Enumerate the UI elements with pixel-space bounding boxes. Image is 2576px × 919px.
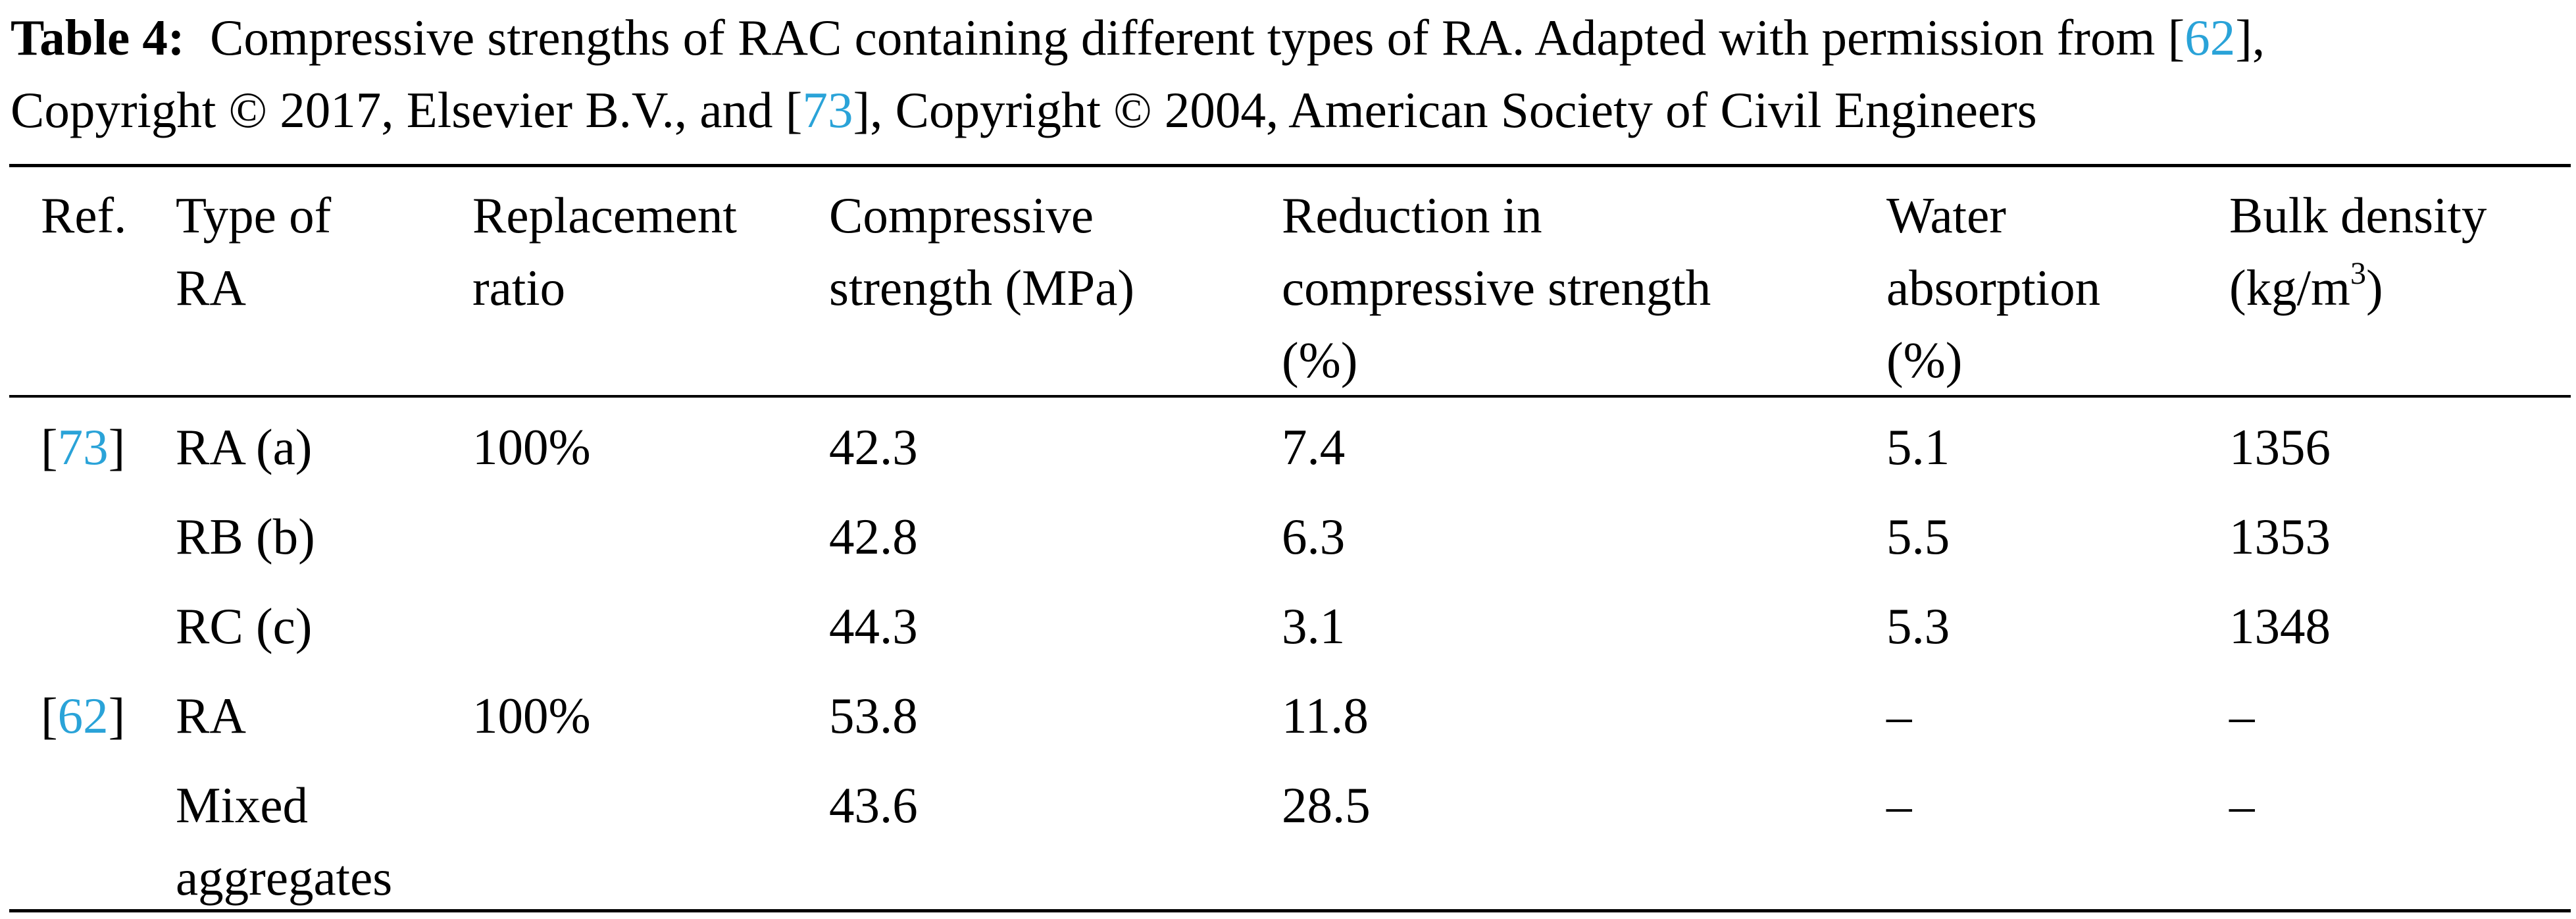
header-ref: Ref. <box>41 179 126 251</box>
header-reduction: Reduction in compressive strength (%) <box>1282 179 1711 396</box>
row-3-reduction: 11.8 <box>1282 687 1369 744</box>
row-4-reduction: 28.5 <box>1282 777 1371 833</box>
header-type: Type of RA <box>176 179 331 324</box>
row-2-reduction: 3.1 <box>1282 598 1346 654</box>
caption-text-line2-end: ], Copyright © 2004, American Society of… <box>853 82 2037 138</box>
header-red-line1: Reduction in <box>1282 187 1542 244</box>
caption-text-line1-end: ], <box>2235 9 2265 66</box>
header-bulk-density: Bulk density (kg/m3) <box>2229 179 2487 324</box>
header-ratio-line2: ratio <box>472 259 566 316</box>
caption-text-line1: Compressive strengths of RAC containing … <box>210 9 2185 66</box>
header-ref-label: Ref. <box>41 187 127 244</box>
row-0-citation-link[interactable]: 73 <box>57 419 109 475</box>
row-1-compressive-strength: 42.8 <box>829 508 918 565</box>
row-4-type-line2: aggregates <box>176 849 393 906</box>
header-bd-line2-end: ) <box>2365 259 2383 316</box>
row-2-compressive-strength: 44.3 <box>829 598 918 654</box>
header-red-line3: (%) <box>1282 332 1358 388</box>
row-0-ratio: 100% <box>472 419 591 475</box>
row-3-ref: [62] <box>41 679 125 752</box>
row-3-ref-open: [ <box>41 687 58 744</box>
row-4-bulk-density: – <box>2229 777 2255 833</box>
row-0-reduction: 7.4 <box>1282 419 1346 475</box>
header-compressive-strength: Compressive strength (MPa) <box>829 179 1134 324</box>
header-wa-line1: Water <box>1886 187 2006 244</box>
row-1-reduction: 6.3 <box>1282 508 1346 565</box>
header-type-line1: Type of <box>176 187 332 244</box>
row-0-water-absorption: 5.1 <box>1886 419 1950 475</box>
header-red-line2: compressive strength <box>1282 259 1711 316</box>
row-3-water-absorption: – <box>1886 687 1912 744</box>
caption-text-line2: Copyright © 2017, Elsevier B.V., and [ <box>11 82 803 138</box>
row-3-ref-close: ] <box>108 687 126 744</box>
row-3-ratio: 100% <box>472 687 591 744</box>
row-2-type: RC (c) <box>176 598 313 654</box>
header-ratio-line1: Replacement <box>472 187 737 244</box>
header-bd-superscript: 3 <box>2350 256 2366 291</box>
caption-citation-62-link[interactable]: 62 <box>2185 9 2236 66</box>
row-4-type-line1: Mixed <box>176 777 309 833</box>
row-3-bulk-density: – <box>2229 687 2255 744</box>
header-water-absorption: Water absorption (%) <box>1886 179 2100 396</box>
row-0-type: RA (a) <box>176 419 313 475</box>
row-1-type: RB (b) <box>176 508 315 565</box>
table-header-rule <box>9 395 2571 398</box>
table-top-rule <box>9 164 2571 167</box>
row-1-bulk-density: 1353 <box>2229 508 2331 565</box>
row-4-type: Mixed aggregates <box>176 769 392 914</box>
header-bd-line1: Bulk density <box>2229 187 2487 244</box>
header-wa-line2: absorption <box>1886 259 2101 316</box>
header-ratio: Replacement ratio <box>472 179 737 324</box>
row-4-compressive-strength: 43.6 <box>829 777 918 833</box>
table-label: Table 4: <box>11 9 185 66</box>
row-3-compressive-strength: 53.8 <box>829 687 918 744</box>
row-3-citation-link[interactable]: 62 <box>57 687 109 744</box>
row-2-bulk-density: 1348 <box>2229 598 2331 654</box>
header-wa-line3: (%) <box>1886 332 1963 388</box>
header-cs-line2: strength (MPa) <box>829 259 1135 316</box>
row-0-ref-close: ] <box>108 419 126 475</box>
header-cs-line1: Compressive <box>829 187 1094 244</box>
table-caption: Table 4: Compressive strengths of RAC co… <box>11 1 2570 146</box>
header-bd-line2: (kg/m <box>2229 259 2350 316</box>
row-0-compressive-strength: 42.3 <box>829 419 918 475</box>
row-1-water-absorption: 5.5 <box>1886 508 1950 565</box>
row-3-type: RA <box>176 687 246 744</box>
caption-citation-73-link[interactable]: 73 <box>802 82 853 138</box>
row-0-bulk-density: 1356 <box>2229 419 2331 475</box>
row-0-ref-open: [ <box>41 419 58 475</box>
row-0-ref: [73] <box>41 411 125 483</box>
row-2-water-absorption: 5.3 <box>1886 598 1950 654</box>
header-type-line2: RA <box>176 259 246 316</box>
table-bottom-rule <box>9 909 2571 912</box>
row-4-water-absorption: – <box>1886 777 1912 833</box>
